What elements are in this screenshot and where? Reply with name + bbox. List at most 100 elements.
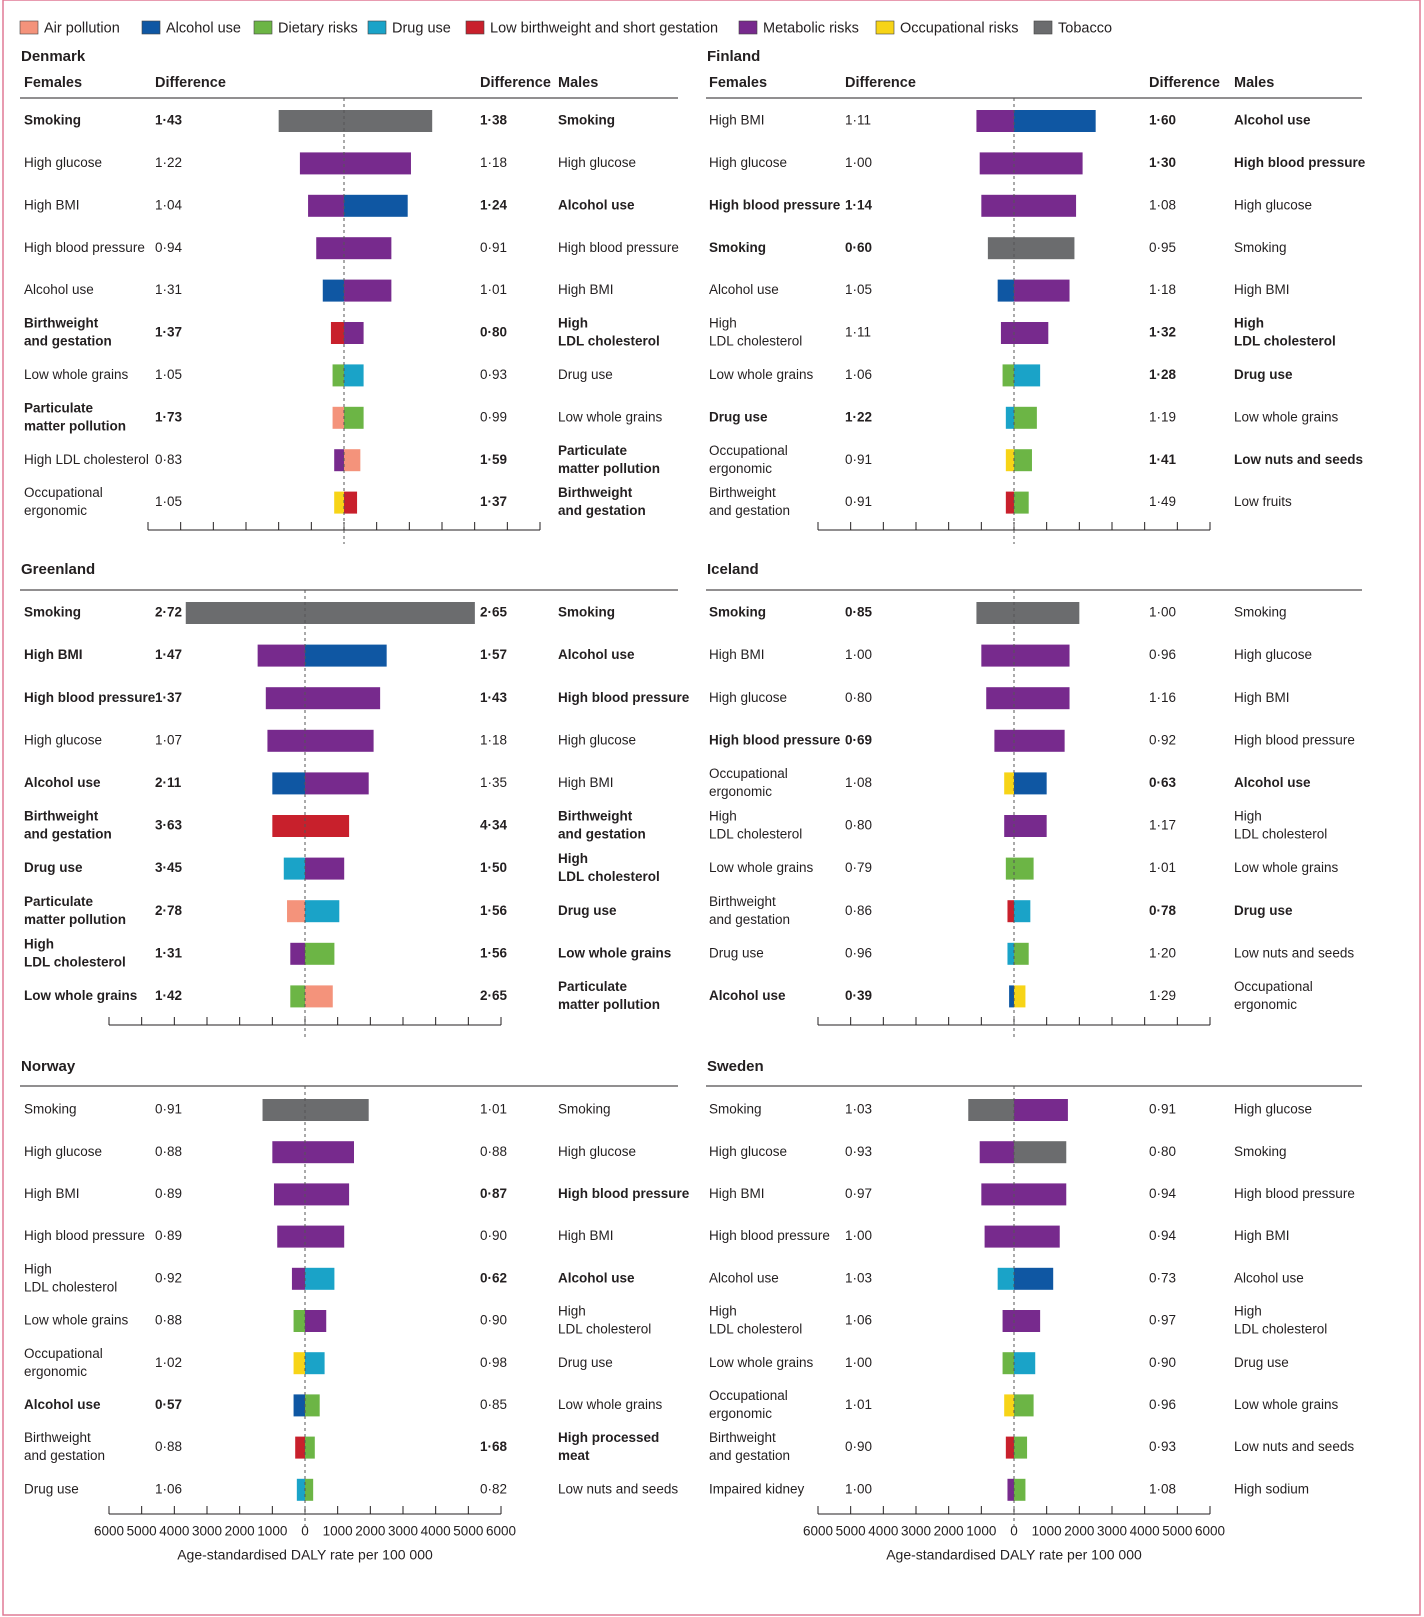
- risk-name: Alcohol use: [1234, 1270, 1304, 1285]
- risk-name: High glucose: [1234, 197, 1312, 212]
- difference: 0·82: [480, 1481, 507, 1496]
- bar: [1004, 1394, 1014, 1417]
- risk-name: High BMI: [709, 1186, 765, 1201]
- difference: 1·24: [480, 197, 508, 212]
- difference: 1·30: [1149, 155, 1176, 170]
- difference: 1·35: [480, 775, 507, 790]
- bar: [305, 815, 350, 837]
- risk-name: Low whole grains: [709, 860, 814, 875]
- x-tick-label: 5000: [453, 1524, 483, 1539]
- bar: [296, 1478, 305, 1501]
- risk-name: High: [24, 1261, 52, 1276]
- bar: [1005, 491, 1014, 514]
- risk-name: LDL cholesterol: [558, 1322, 651, 1337]
- bar: [1014, 491, 1029, 514]
- difference: 1·06: [845, 367, 872, 382]
- risk-name: High: [709, 316, 737, 331]
- difference: 1·01: [845, 1397, 872, 1412]
- bar: [981, 1183, 1014, 1206]
- risk-name: High glucose: [24, 732, 102, 747]
- legend-label: Metabolic risks: [763, 20, 859, 36]
- risk-name: matter pollution: [558, 461, 660, 476]
- difference: 0·90: [1149, 1355, 1176, 1370]
- x-tick-label: 4000: [159, 1524, 189, 1539]
- difference: 0·98: [480, 1355, 507, 1370]
- bar: [273, 1183, 305, 1206]
- bar: [305, 1225, 345, 1248]
- difference: 0·57: [155, 1397, 182, 1412]
- difference: 2·78: [155, 903, 183, 918]
- difference: 1·73: [155, 409, 183, 424]
- difference: 0·60: [845, 240, 872, 255]
- risk-name: High BMI: [709, 647, 765, 662]
- bar: [1014, 1141, 1067, 1164]
- bar: [1014, 857, 1034, 880]
- difference: 1·31: [155, 945, 183, 960]
- legend-label: Dietary risks: [278, 20, 358, 36]
- x-tick-label: 5000: [1162, 1524, 1192, 1539]
- risk-name: High BMI: [558, 1228, 614, 1243]
- bar: [332, 364, 344, 387]
- legend-swatch: [875, 20, 895, 35]
- panel-title: Greenland: [21, 561, 95, 578]
- difference: 3·45: [155, 860, 183, 875]
- bar: [1014, 279, 1070, 302]
- bar: [344, 237, 392, 260]
- bar: [986, 687, 1014, 710]
- difference: 0·93: [845, 1144, 872, 1159]
- difference: 0·63: [1149, 775, 1177, 790]
- bar: [305, 644, 387, 667]
- risk-name: Low whole grains: [558, 409, 663, 424]
- x-tick-label: 1000: [323, 1524, 353, 1539]
- bar: [1002, 1310, 1014, 1332]
- difference: 0·89: [155, 1228, 182, 1243]
- bar: [277, 1225, 305, 1248]
- difference: 0·94: [1149, 1228, 1177, 1243]
- risk-name: Smoking: [709, 605, 766, 620]
- difference: 2·72: [155, 605, 182, 620]
- bar: [1009, 985, 1014, 1008]
- risk-name: Occupational: [24, 485, 103, 500]
- risk-name: Occupational: [709, 443, 788, 458]
- bar: [1005, 406, 1014, 429]
- difference: 2·65: [480, 988, 508, 1003]
- difference: 0·97: [1149, 1313, 1176, 1328]
- risk-name: High: [1234, 316, 1264, 331]
- risk-name: High BMI: [558, 775, 614, 790]
- x-tick-label: 3000: [1097, 1524, 1127, 1539]
- bar: [976, 110, 1014, 132]
- x-axis-label: Age-standardised DALY rate per 100 000: [886, 1547, 1142, 1563]
- risk-name: ergonomic: [709, 461, 772, 476]
- bar: [1014, 1394, 1034, 1417]
- risk-name: LDL cholesterol: [709, 827, 802, 842]
- bar: [1007, 900, 1014, 923]
- bar: [1014, 815, 1047, 837]
- risk-name: LDL cholesterol: [1234, 1322, 1327, 1337]
- bar: [332, 406, 344, 429]
- difference: 0·83: [155, 452, 182, 467]
- risk-name: High blood pressure: [24, 240, 145, 255]
- difference: 1·29: [1149, 988, 1176, 1003]
- risk-name: LDL cholesterol: [1234, 334, 1336, 349]
- column-header: Difference: [845, 75, 916, 91]
- difference: 0·79: [845, 860, 872, 875]
- difference: 0·95: [1149, 240, 1176, 255]
- risk-name: High BMI: [1234, 690, 1290, 705]
- legend-label: Drug use: [392, 20, 451, 36]
- bar: [287, 900, 305, 923]
- bar: [984, 1225, 1014, 1248]
- risk-name: Particulate: [558, 443, 628, 458]
- risk-name: LDL cholesterol: [558, 869, 660, 884]
- risk-name: Particulate: [24, 400, 94, 415]
- bar: [1014, 1267, 1054, 1290]
- bar: [344, 152, 411, 175]
- risk-name: Smoking: [1234, 605, 1287, 620]
- risk-name: Birthweight: [24, 809, 99, 824]
- difference: 1·37: [155, 325, 182, 340]
- bar: [305, 1436, 315, 1459]
- difference: 0·39: [845, 988, 872, 1003]
- difference: 1·59: [480, 452, 507, 467]
- bar: [272, 815, 305, 837]
- risk-name: High sodium: [1234, 1481, 1309, 1496]
- risk-name: matter pollution: [558, 997, 660, 1012]
